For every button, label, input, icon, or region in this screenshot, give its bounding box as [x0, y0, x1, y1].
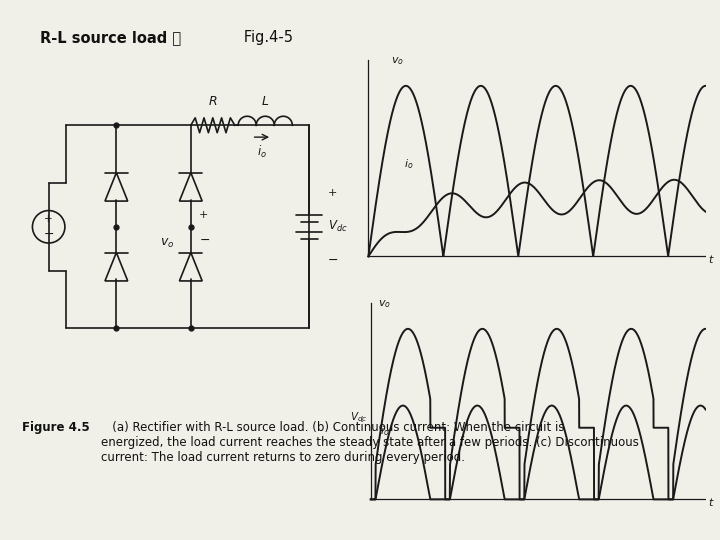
Text: $i_o$: $i_o$: [257, 144, 267, 160]
Text: Fig.4-5: Fig.4-5: [230, 30, 294, 45]
Text: +: +: [328, 188, 337, 198]
Text: +: +: [45, 214, 53, 224]
Text: $V_{dc}$: $V_{dc}$: [351, 410, 368, 424]
Text: +: +: [199, 210, 209, 220]
Text: $v_o$: $v_o$: [391, 56, 404, 68]
Text: −: −: [328, 254, 338, 267]
Text: −: −: [43, 228, 54, 241]
Text: R-L source load ：: R-L source load ：: [40, 30, 181, 45]
Text: $V_{dc}$: $V_{dc}$: [328, 219, 348, 234]
Text: (a) Rectifier with R-L source load. (b) Continuous current: When the circuit is
: (a) Rectifier with R-L source load. (b) …: [101, 421, 639, 464]
Text: −: −: [199, 234, 210, 247]
Text: Figure 4.5: Figure 4.5: [22, 421, 89, 434]
Text: $i_o$: $i_o$: [404, 158, 414, 172]
Text: $t$: $t$: [708, 496, 715, 508]
Text: $L$: $L$: [261, 96, 269, 109]
Text: $i_o$: $i_o$: [380, 424, 390, 438]
Text: $t$: $t$: [708, 253, 715, 265]
Text: $v_o$: $v_o$: [378, 299, 391, 310]
Text: $R$: $R$: [208, 96, 217, 109]
Text: $v_o$: $v_o$: [160, 237, 174, 250]
